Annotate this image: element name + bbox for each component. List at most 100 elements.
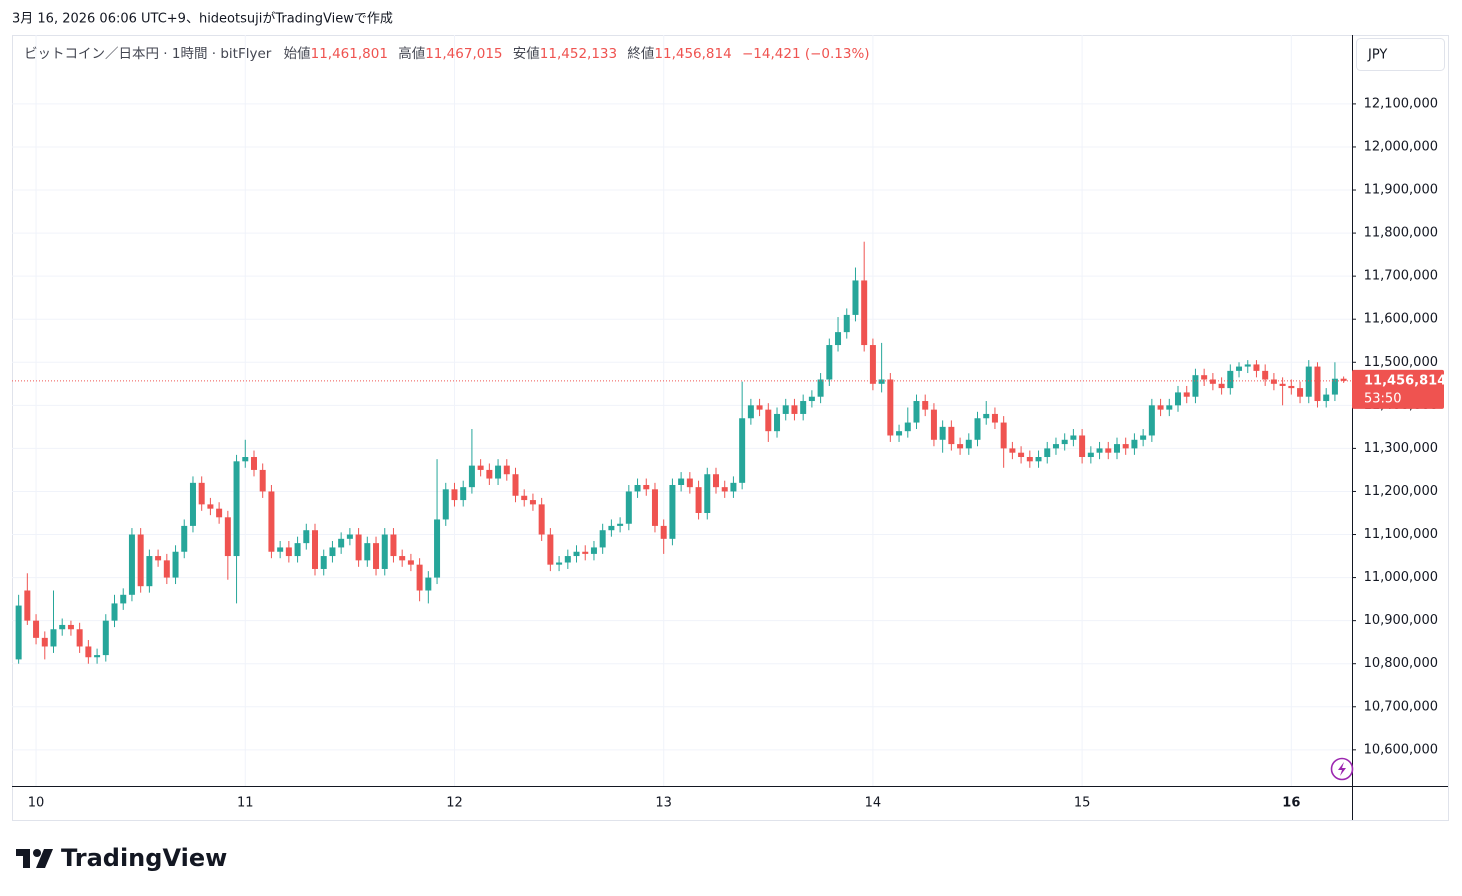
y-tick-label: 11,100,000 xyxy=(1364,527,1438,542)
candle-body xyxy=(1270,379,1277,384)
candle-body xyxy=(346,534,353,539)
candle-body xyxy=(329,547,336,557)
candle-body xyxy=(896,431,903,436)
y-tick-label: 11,300,000 xyxy=(1364,441,1438,456)
brand-name: TradingView xyxy=(61,844,227,872)
y-tick-label: 11,600,000 xyxy=(1364,312,1438,327)
candle-body xyxy=(887,379,894,436)
candle-body xyxy=(460,487,467,501)
legend-value: 11,467,015 xyxy=(425,46,502,62)
candle-body xyxy=(111,603,118,621)
candle-body xyxy=(1253,364,1260,371)
candle-body xyxy=(695,487,702,513)
alert-icon[interactable] xyxy=(1330,757,1354,781)
candle-body xyxy=(67,624,74,630)
candle-body xyxy=(1044,448,1051,458)
candle-body xyxy=(608,525,615,531)
candle-body xyxy=(59,624,66,630)
legend-value: 11,461,801 xyxy=(311,46,388,62)
candle-body xyxy=(1113,444,1120,453)
candle-body xyxy=(835,332,842,346)
chart-frame xyxy=(12,35,1449,821)
candle-body xyxy=(1070,435,1077,440)
candle-body xyxy=(1323,394,1330,402)
candle-body xyxy=(434,519,441,578)
candle-body xyxy=(146,556,153,587)
x-tick-label: 12 xyxy=(446,796,463,811)
candle-body xyxy=(1148,405,1155,436)
y-tick-label: 10,800,000 xyxy=(1364,656,1438,671)
candle-body xyxy=(277,547,284,552)
candle-body xyxy=(669,484,676,539)
candle-body xyxy=(913,401,920,423)
legend-name: 高値 xyxy=(398,45,425,62)
candle-body xyxy=(224,517,231,557)
candle-body xyxy=(1052,444,1059,449)
candle-body xyxy=(965,439,972,449)
candle-body xyxy=(155,556,162,561)
candle-body xyxy=(399,556,406,561)
y-tick-label: 12,000,000 xyxy=(1364,139,1438,154)
candle-body xyxy=(678,478,685,485)
candle-body xyxy=(76,629,83,647)
x-tick-label: 10 xyxy=(28,796,45,811)
candle-body xyxy=(198,482,205,505)
y-tick-label: 11,000,000 xyxy=(1364,570,1438,585)
candle-body xyxy=(120,594,127,604)
candle-body xyxy=(957,444,964,449)
candle-body xyxy=(1236,366,1243,371)
candle-body xyxy=(495,465,502,479)
candle-body xyxy=(930,409,937,440)
x-tick-label: 11 xyxy=(237,796,254,811)
candle-body xyxy=(24,590,31,621)
candle-body xyxy=(207,504,214,509)
brand-logo xyxy=(16,849,53,868)
candle-body xyxy=(1105,448,1112,453)
candle-body xyxy=(1183,392,1190,397)
candle-body xyxy=(730,482,737,492)
candle-body xyxy=(904,422,911,432)
candle-body xyxy=(373,543,380,569)
candle-body xyxy=(1018,452,1025,458)
candle-body xyxy=(1209,379,1216,384)
candle-body xyxy=(1174,392,1181,406)
y-tick-label: 11,200,000 xyxy=(1364,484,1438,499)
candle-body xyxy=(686,478,693,488)
currency-button[interactable] xyxy=(1356,38,1445,71)
candle-body xyxy=(364,543,371,561)
candle-body xyxy=(556,562,563,565)
last-price-label: 11,456,814 xyxy=(1364,373,1446,388)
candle-body xyxy=(1079,435,1086,458)
candle-body xyxy=(355,534,362,561)
candle-body xyxy=(407,560,414,565)
currency-label[interactable]: JPY xyxy=(1367,48,1387,63)
candle-body xyxy=(704,474,711,513)
candle-body xyxy=(381,534,388,569)
candle-body xyxy=(878,379,885,384)
candle-body xyxy=(294,543,301,557)
candle-body xyxy=(643,484,650,490)
candle-body xyxy=(939,426,946,440)
candle-body xyxy=(634,484,641,492)
candle-body xyxy=(721,487,728,492)
candle-body xyxy=(503,465,510,475)
candle-body xyxy=(242,457,249,462)
candle-body xyxy=(320,556,327,569)
candle-body xyxy=(1035,457,1042,462)
candle-body xyxy=(1122,444,1129,449)
caption: 3月 16, 2026 06:06 UTC+9、hideotsujiがTradi… xyxy=(12,12,393,27)
candle-body xyxy=(451,489,458,501)
candle-body xyxy=(922,401,929,410)
candle-body xyxy=(660,525,667,539)
legend-name: 終値 xyxy=(627,46,654,62)
candle-body xyxy=(991,413,998,423)
candle-body xyxy=(538,504,545,535)
y-tick-label: 10,900,000 xyxy=(1364,613,1438,628)
candle-body xyxy=(869,345,876,384)
candle-body xyxy=(1061,439,1068,445)
candle-body xyxy=(599,530,606,548)
candle-body xyxy=(442,489,449,520)
candle-body xyxy=(974,418,981,440)
